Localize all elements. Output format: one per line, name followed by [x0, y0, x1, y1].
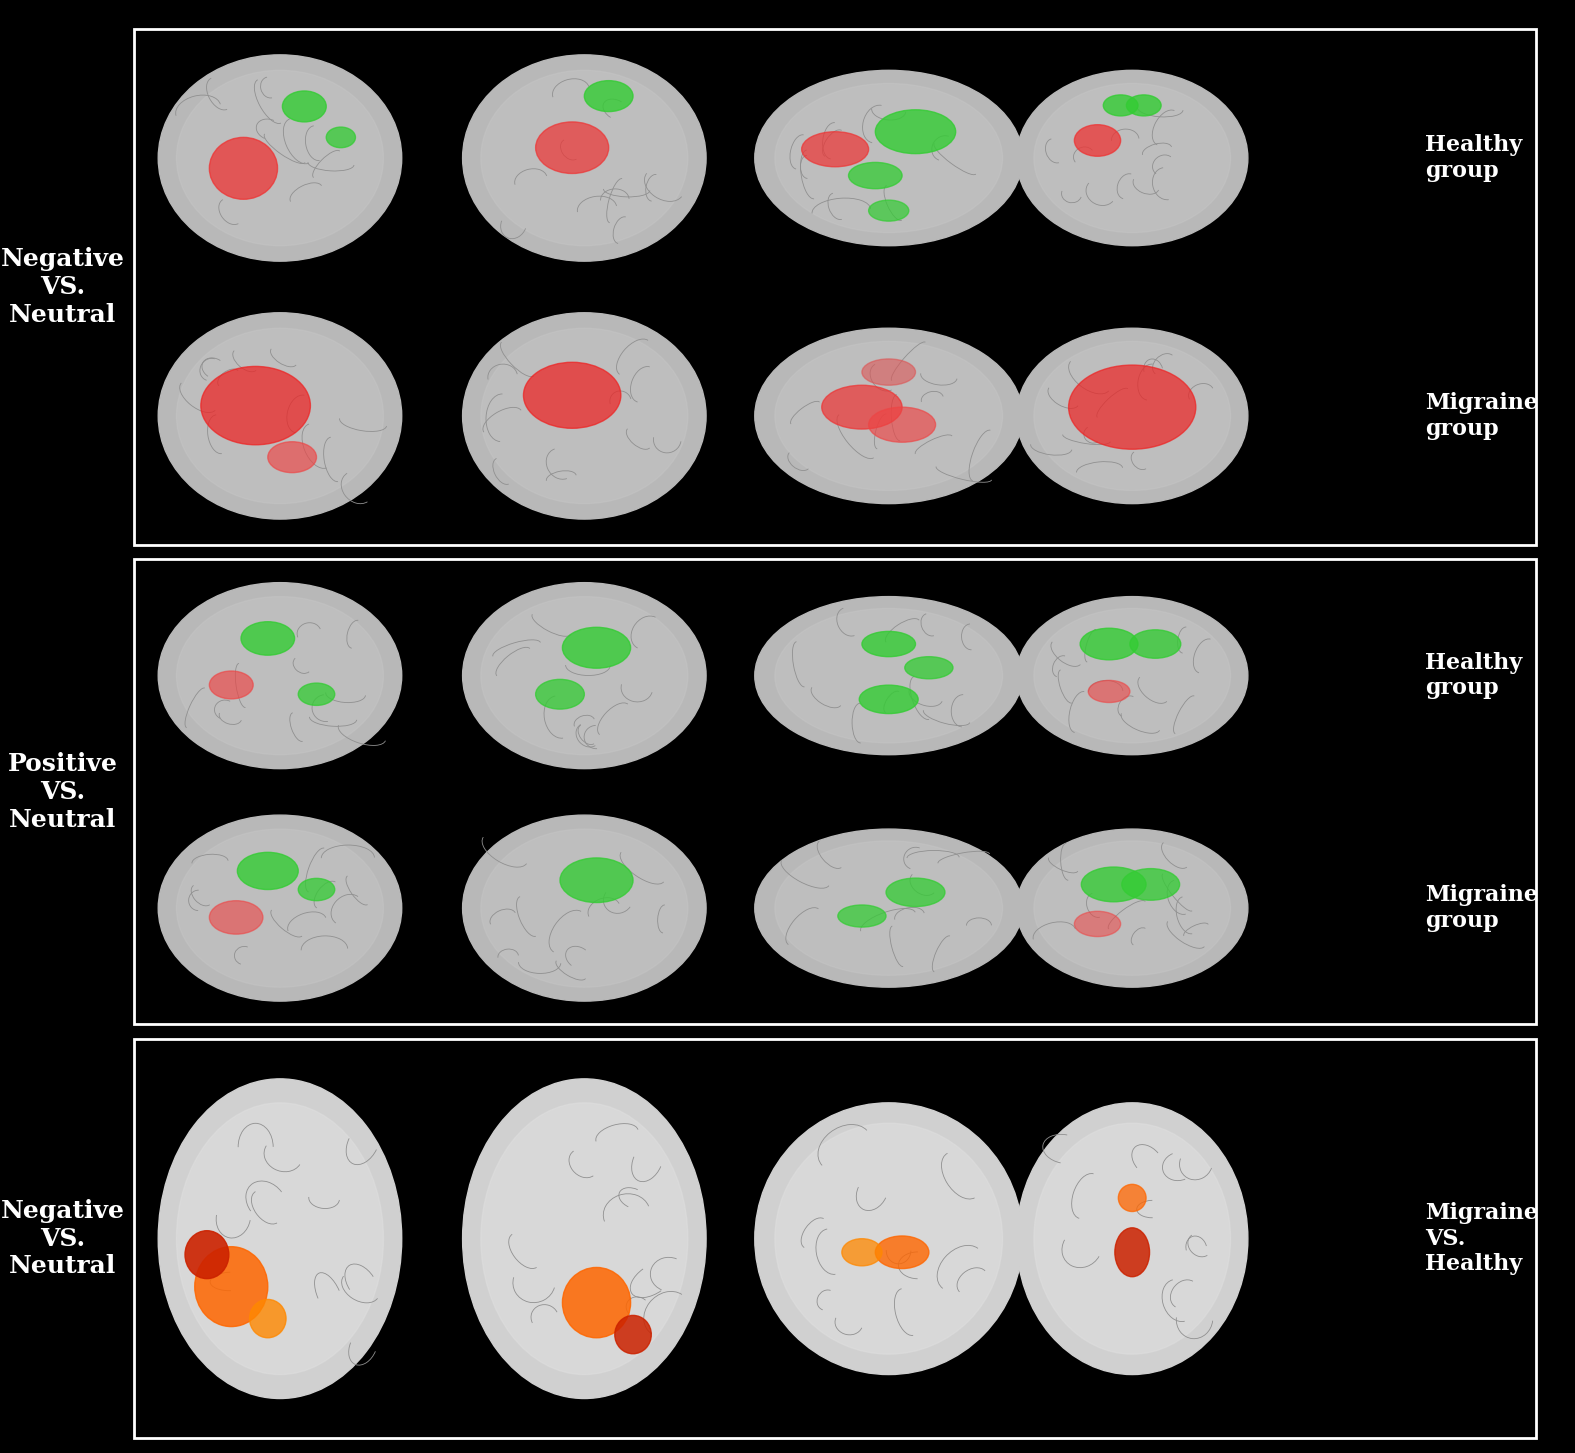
Ellipse shape	[841, 1238, 882, 1266]
Ellipse shape	[1016, 328, 1247, 504]
Ellipse shape	[862, 632, 915, 657]
Ellipse shape	[1115, 1228, 1150, 1277]
Ellipse shape	[1126, 94, 1161, 116]
Ellipse shape	[1088, 680, 1129, 702]
Ellipse shape	[775, 1123, 1003, 1354]
Ellipse shape	[775, 609, 1003, 742]
Ellipse shape	[158, 1078, 402, 1398]
Ellipse shape	[523, 362, 621, 429]
Ellipse shape	[904, 657, 953, 679]
Ellipse shape	[869, 201, 909, 221]
Ellipse shape	[463, 1078, 706, 1398]
Ellipse shape	[1033, 83, 1230, 232]
Ellipse shape	[860, 686, 918, 713]
Ellipse shape	[876, 1237, 929, 1268]
Text: Healthy
group: Healthy group	[1425, 134, 1523, 182]
Text: Negative
VS.
Neutral: Negative VS. Neutral	[2, 247, 124, 327]
Ellipse shape	[1118, 1184, 1147, 1212]
Ellipse shape	[326, 126, 356, 148]
Ellipse shape	[176, 597, 383, 754]
Ellipse shape	[1016, 70, 1247, 246]
Ellipse shape	[849, 163, 902, 189]
Ellipse shape	[1016, 830, 1247, 987]
Ellipse shape	[887, 878, 945, 907]
Ellipse shape	[1074, 125, 1121, 157]
Ellipse shape	[298, 879, 335, 901]
Ellipse shape	[1074, 911, 1121, 937]
Ellipse shape	[195, 1247, 268, 1327]
Ellipse shape	[584, 81, 633, 112]
Ellipse shape	[249, 1299, 287, 1338]
Ellipse shape	[158, 55, 402, 262]
Text: Negative
VS.
Neutral: Negative VS. Neutral	[2, 1199, 124, 1279]
Text: Healthy
group: Healthy group	[1425, 652, 1523, 699]
Ellipse shape	[463, 815, 706, 1001]
Ellipse shape	[209, 671, 254, 699]
Ellipse shape	[241, 622, 295, 655]
Ellipse shape	[176, 1103, 383, 1375]
Ellipse shape	[1080, 628, 1139, 660]
Ellipse shape	[209, 138, 277, 199]
Ellipse shape	[158, 815, 402, 1001]
Ellipse shape	[775, 341, 1003, 491]
Ellipse shape	[176, 70, 383, 246]
Ellipse shape	[463, 583, 706, 769]
Ellipse shape	[614, 1315, 652, 1354]
Ellipse shape	[202, 366, 310, 445]
Ellipse shape	[1016, 597, 1247, 754]
Ellipse shape	[184, 1231, 228, 1279]
Text: Positive
VS.
Neutral: Positive VS. Neutral	[8, 753, 118, 831]
Ellipse shape	[536, 680, 584, 709]
Ellipse shape	[802, 132, 869, 167]
Ellipse shape	[176, 830, 383, 987]
Ellipse shape	[754, 597, 1022, 754]
Ellipse shape	[480, 1103, 688, 1375]
Ellipse shape	[268, 442, 317, 472]
Ellipse shape	[754, 1103, 1022, 1375]
Ellipse shape	[876, 110, 956, 154]
Ellipse shape	[754, 70, 1022, 246]
Ellipse shape	[869, 407, 936, 442]
Ellipse shape	[775, 83, 1003, 232]
Ellipse shape	[1016, 1103, 1247, 1375]
Ellipse shape	[463, 312, 706, 519]
Ellipse shape	[561, 857, 633, 902]
Ellipse shape	[562, 628, 630, 668]
Ellipse shape	[822, 385, 902, 429]
Ellipse shape	[1033, 841, 1230, 975]
Ellipse shape	[238, 853, 298, 889]
Text: Migraine
group: Migraine group	[1425, 392, 1539, 440]
Text: Migraine
VS.
Healthy: Migraine VS. Healthy	[1425, 1202, 1539, 1276]
Ellipse shape	[1129, 629, 1181, 658]
Ellipse shape	[754, 328, 1022, 504]
Ellipse shape	[536, 122, 608, 173]
Text: Migraine
group: Migraine group	[1425, 885, 1539, 931]
Ellipse shape	[480, 830, 688, 987]
Ellipse shape	[1033, 1123, 1230, 1354]
Ellipse shape	[282, 92, 326, 122]
Ellipse shape	[1068, 365, 1195, 449]
Ellipse shape	[158, 583, 402, 769]
Ellipse shape	[1033, 609, 1230, 742]
Ellipse shape	[1033, 341, 1230, 491]
Ellipse shape	[1082, 867, 1147, 902]
Ellipse shape	[176, 328, 383, 504]
Ellipse shape	[463, 55, 706, 262]
Ellipse shape	[480, 328, 688, 504]
Ellipse shape	[754, 830, 1022, 987]
Ellipse shape	[1104, 94, 1139, 116]
Ellipse shape	[298, 683, 335, 705]
Ellipse shape	[480, 597, 688, 754]
Ellipse shape	[775, 841, 1003, 975]
Ellipse shape	[838, 905, 887, 927]
Ellipse shape	[480, 70, 688, 246]
Ellipse shape	[562, 1267, 630, 1338]
Ellipse shape	[1121, 869, 1180, 901]
Ellipse shape	[209, 901, 263, 934]
Ellipse shape	[862, 359, 915, 385]
Ellipse shape	[158, 312, 402, 519]
